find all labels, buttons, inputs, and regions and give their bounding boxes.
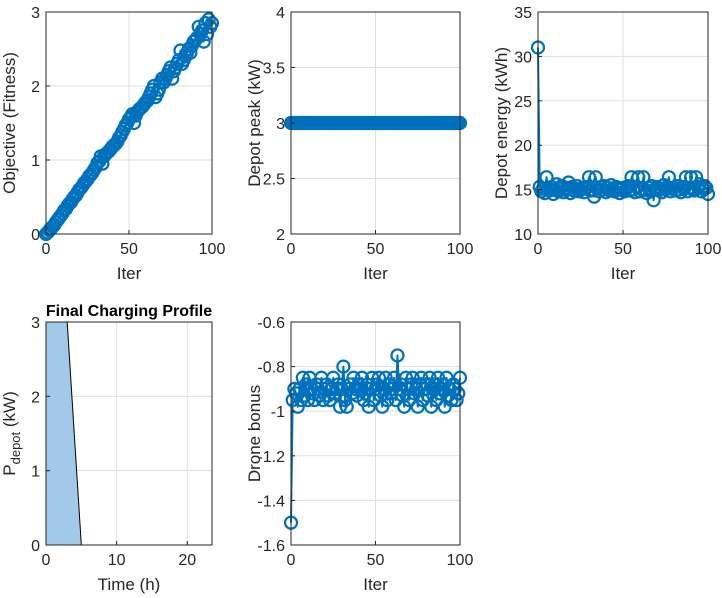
y-axis-label-unit: (kW)	[0, 391, 19, 432]
y-tick-label: 3	[31, 315, 40, 332]
data-point	[451, 386, 466, 401]
y-axis-label: Pdepot (kW)	[0, 391, 23, 475]
y-tick-label: 35	[514, 5, 532, 22]
x-tick-label: 0	[287, 552, 296, 569]
y-tick-label: 3	[31, 5, 40, 22]
x-axis-label: Iter	[117, 264, 142, 283]
axes-box	[45, 321, 213, 546]
x-tick-label: 0	[534, 241, 543, 258]
area-fill	[46, 322, 212, 545]
data-point	[199, 27, 215, 42]
line-series	[38, 12, 220, 242]
x-tick-label: 100	[695, 241, 722, 258]
line-series	[283, 348, 468, 530]
y-tick-label: 30	[514, 49, 532, 66]
y-tick-label: -0.6	[257, 315, 285, 332]
y-axis-label: Depot energy (kWh)	[492, 47, 511, 199]
chart-charging_profile: 0 10 20 0 1 2 3 Time (h) Pdepot (kW) Final Chargi…	[0, 303, 213, 594]
data-point	[380, 392, 395, 408]
data-point	[378, 370, 393, 385]
y-tick-label: 2	[276, 227, 285, 244]
x-tick-label: 100	[447, 241, 474, 258]
x-tick-label: 50	[614, 241, 632, 258]
data-point	[697, 178, 712, 194]
x-tick-label: 0	[287, 241, 296, 258]
y-axis-label: Objective (Fitness)	[0, 52, 19, 194]
x-tick-label: 50	[367, 241, 385, 258]
data-point	[371, 370, 386, 385]
data-point	[699, 180, 714, 195]
y-tick-label: 0	[31, 227, 40, 244]
x-tick-label: 20	[178, 552, 196, 569]
y-axis-label-main: P	[0, 464, 19, 475]
chart-depot_peak: 0 50 100 2 2.5 3 3.5 4 Iter Depot peak (kW)	[245, 5, 473, 283]
y-tick-label: 3	[276, 116, 285, 133]
data-point	[295, 370, 310, 385]
data-point	[581, 170, 597, 185]
data-point	[449, 392, 464, 408]
x-axis-label: Time (h)	[98, 575, 161, 594]
y-tick-label: 1	[31, 153, 40, 170]
chart-title: Final Charging Profile	[46, 303, 212, 320]
x-tick-label: 50	[367, 552, 385, 569]
chart-depot_energy: 0 50 100 10 15 20 25 30 35 Iter Depot energy (kWh)	[492, 5, 721, 283]
y-tick-label: 0	[31, 538, 40, 555]
y-tick-label: -1.4	[257, 493, 285, 510]
x-tick-label: 0	[42, 241, 51, 258]
y-tick-label: 2	[31, 389, 40, 406]
x-axis-label: Iter	[611, 264, 636, 283]
y-tick-label: -1	[271, 404, 285, 421]
y-tick-label: 2	[31, 79, 40, 96]
x-tick-label: 100	[447, 552, 474, 569]
y-tick-label: -0.8	[257, 360, 285, 377]
data-point	[429, 392, 444, 408]
chart-drone_bonus: 0 50 100 -1.6 -1.4 -1.2 -1 -0.8 -0.6 Iter Drone bo…	[245, 315, 473, 594]
y-axis-label: Drone bonus	[245, 385, 264, 482]
y-tick-label: 10	[514, 227, 532, 244]
y-tick-label: 1	[31, 464, 40, 481]
y-tick-label: 4	[276, 5, 285, 22]
data-point	[390, 348, 405, 363]
x-tick-label: 50	[120, 241, 138, 258]
chart-objective: 0 50 100 0 1 2 3 Iter Objective (Fitness)	[0, 5, 225, 283]
x-axis-label: Iter	[363, 264, 388, 283]
y-tick-label: 15	[514, 183, 532, 200]
data-point	[201, 12, 216, 27]
data-point	[196, 34, 211, 49]
data-point	[688, 170, 704, 185]
data-point	[336, 359, 351, 374]
x-axis-label: Iter	[363, 575, 388, 594]
line-series	[530, 40, 716, 208]
y-axis-label: Depot peak (kW)	[245, 59, 264, 187]
x-tick-label: 100	[199, 241, 226, 258]
y-axis-label-subscript: depot	[8, 431, 23, 464]
line-series	[283, 115, 468, 131]
y-tick-label: 25	[514, 94, 532, 111]
y-tick-label: 20	[514, 138, 532, 155]
y-tick-label: 2.5	[263, 172, 285, 189]
x-tick-label: 0	[42, 552, 51, 569]
x-tick-label: 10	[108, 552, 126, 569]
y-tick-label: -1.6	[257, 538, 285, 555]
data-point	[339, 399, 354, 414]
data-point	[290, 399, 305, 414]
y-tick-label: -1.2	[257, 449, 285, 466]
y-tick-label: 3.5	[263, 61, 285, 78]
